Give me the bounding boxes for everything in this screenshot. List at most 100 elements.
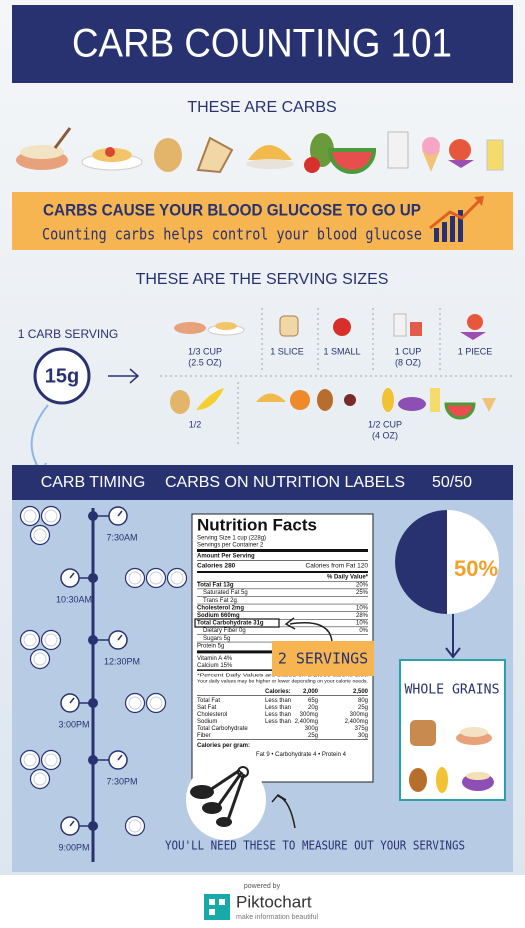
food-icons (16, 127, 504, 174)
nutrition-text: 65g (308, 698, 318, 704)
rule (197, 739, 368, 740)
time-label: 12:30PM (104, 656, 140, 666)
serving-plate (124, 692, 146, 714)
rule (197, 695, 368, 696)
serving-plate (40, 629, 62, 651)
serving-size-label: 1 SLICE (270, 346, 304, 356)
nutrition-text: Serving Size 1 cup (228g) (197, 536, 266, 542)
nutrition-text: Calories from Fat 120 (306, 563, 369, 570)
timing: 7:30AM 10:30AM 12:30PM 3:00PM 7:30PM 9:00PM (19, 505, 188, 852)
tagline: make information beautiful (236, 914, 319, 921)
serving-size-label: (4 OZ) (372, 430, 398, 440)
rule (197, 603, 368, 605)
rule (197, 549, 368, 552)
serving-plate-rim (23, 509, 37, 523)
nutrition-text: Total Carbohydrate (197, 726, 248, 732)
serving-plate (19, 749, 41, 771)
rule (197, 581, 368, 582)
serving-plate-rim (128, 819, 142, 833)
brand: Piktochart (236, 892, 312, 911)
nutrition-text: Less than (265, 705, 291, 711)
nutrition-text: Fat 9 • Carbohydrate 4 • Protein 4 (256, 752, 347, 758)
rule (197, 596, 368, 597)
nutrition-text: Total Fat 13g (197, 583, 234, 589)
clock-hand (117, 510, 123, 517)
serving-plate (166, 567, 188, 589)
nutrition-text: Your daily values may be higher or lower… (197, 679, 368, 684)
serving-plate (29, 768, 51, 790)
nutrition-text: Sugars 5g (203, 636, 230, 642)
serving-dividers (160, 308, 513, 445)
serving-plate (145, 692, 167, 714)
serving-plate-rim (170, 571, 184, 585)
serving-plate-rim (149, 696, 163, 710)
rule (197, 611, 368, 612)
section-header: CARBS ON NUTRITION LABELS (165, 474, 405, 491)
serving-plate-rim (33, 772, 47, 786)
serving-plate (40, 505, 62, 527)
nutrition-text: 300mg (300, 712, 318, 718)
nutrition-text: Servings per Container 2 (197, 543, 264, 549)
nutrition-text: Calcium 15% (197, 663, 233, 669)
nutrition-text: Total Carbohydrate 31g (197, 621, 264, 627)
banner-headline: CARBS CAUSE YOUR BLOOD GLUCOSE TO GO UP (43, 200, 421, 219)
time-label: 7:30AM (106, 532, 137, 542)
serving-plate-rim (128, 696, 142, 710)
carb-serving-label: 1 CARB SERVING (18, 327, 118, 341)
serving-plate (40, 749, 62, 771)
half-plate-fill (395, 510, 447, 614)
serving-badge (33, 347, 91, 405)
nutrition-text: 2,400mg (295, 719, 318, 725)
nutrition-text: 30g (358, 733, 368, 739)
rising-chart-icon (429, 196, 484, 242)
servings-heading: THESE ARE THE SERVING SIZES (136, 271, 389, 288)
nutrition-text: 25% (356, 590, 369, 596)
serving-plate-rim (33, 528, 47, 542)
rule (197, 626, 368, 628)
time-label: 10:30AM (56, 594, 92, 604)
whole-grains-label: WHOLE GRAINS (405, 683, 500, 698)
serving-plate-rim (33, 652, 47, 666)
serving-plate-rim (23, 633, 37, 647)
nutrition-text: Total Fat (197, 698, 220, 704)
nutrition-text: 28% (356, 613, 369, 619)
serving-size-label: 1/2 (189, 419, 202, 429)
serving-plate-rim (44, 509, 58, 523)
nutrition-text: Sodium (197, 719, 217, 725)
arrow (271, 794, 296, 829)
section-header-bar (12, 465, 513, 500)
serving-plate-rim (44, 633, 58, 647)
serving-plate (124, 815, 146, 837)
arrow (445, 647, 461, 659)
rule (197, 619, 368, 620)
nutrition-text: 300mg (350, 712, 368, 718)
clock-hand (69, 572, 75, 579)
nutrition-text: 300g (305, 726, 318, 732)
title-bar (12, 5, 513, 83)
serving-labels: 1/3 CUP(2.5 OZ) 1 SLICE 1 SMALL 1 CUP(8 OZ)… (188, 346, 492, 440)
title: CARB COUNTING 101 (72, 22, 452, 66)
section-header: 50/50 (432, 474, 472, 491)
servings-callout: 2 SERVINGS (278, 650, 368, 668)
serving-plate-rim (149, 571, 163, 585)
clock-hand (117, 754, 123, 761)
serving-plate (145, 567, 167, 589)
nutrition-text: Sodium 660mg (197, 613, 240, 619)
rule (197, 588, 368, 590)
time-label: 3:00PM (58, 719, 89, 729)
nutrition-text: Dietary Fiber 0g (203, 628, 246, 634)
serving-size-label: 1/2 CUP (368, 419, 402, 429)
clock-hand (69, 820, 75, 827)
nutrition-text: Saturated Fat 5g (203, 590, 248, 596)
nutrition-text: % Daily Value* (327, 575, 369, 581)
nutrition-text: 2,400mg (345, 719, 368, 725)
nutrition-text: 375g (355, 726, 368, 732)
nutrition-text: 20g (308, 705, 318, 711)
serving-size-label: 1 CUP (395, 346, 422, 356)
nutrition-text: 20% (356, 583, 369, 589)
serving-plate-rim (23, 753, 37, 767)
banner-subline: Counting carbs helps control your blood … (42, 225, 422, 244)
serving-size-label: 1 PIECE (458, 346, 493, 356)
nutrition-text: 25g (358, 705, 368, 711)
